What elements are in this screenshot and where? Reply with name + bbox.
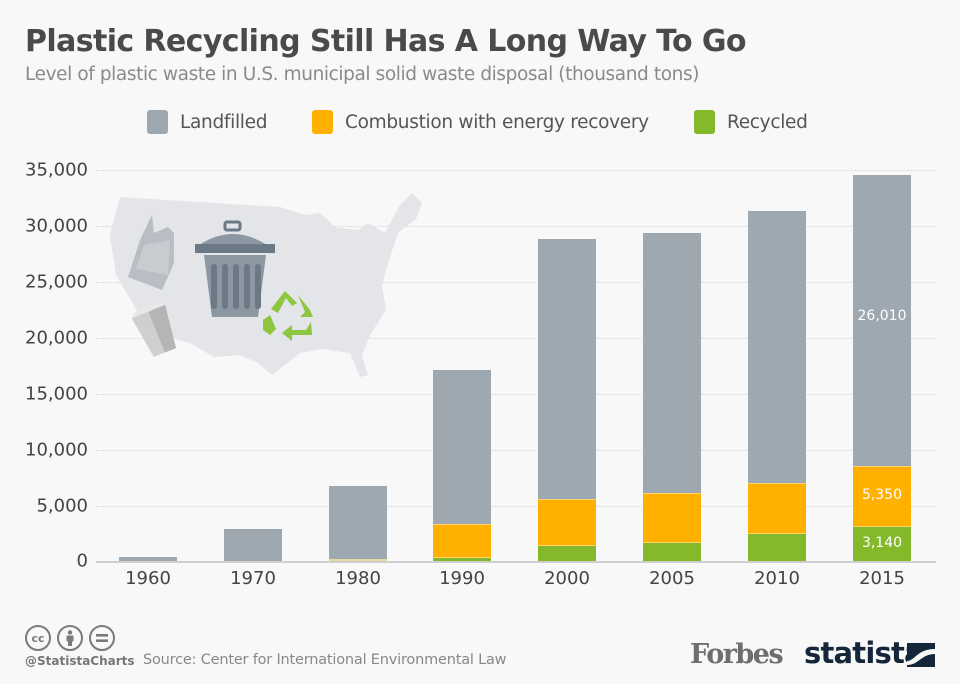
y-tick: 30,000 xyxy=(25,215,88,237)
gridline xyxy=(96,170,936,171)
segment-recycled xyxy=(433,557,491,561)
y-tick: 10,000 xyxy=(25,439,88,461)
segment-recycled xyxy=(538,545,596,561)
y-tick: 25,000 xyxy=(25,271,88,293)
x-tick: 1970 xyxy=(230,568,276,589)
y-tick: 20,000 xyxy=(25,327,88,349)
data-label-combustion-2015: 5,350 xyxy=(861,487,903,503)
data-label-landfilled-2015: 26,010 xyxy=(857,308,907,324)
y-tick: 0 xyxy=(76,550,88,572)
segment-combustion xyxy=(329,559,387,561)
attribution-icon xyxy=(57,625,83,651)
segment-recycled xyxy=(748,533,806,561)
gridline xyxy=(96,338,936,339)
legend-item-landfilled: Landfilled xyxy=(147,108,267,136)
statista-logo: statista xyxy=(804,636,924,670)
legend: Landfilled Combustion with energy recove… xyxy=(0,108,960,136)
gridline xyxy=(96,506,936,507)
x-tick: 2005 xyxy=(649,568,695,589)
plastic-bag-icon xyxy=(128,215,174,290)
segment-combustion xyxy=(433,524,491,557)
segment-recycled xyxy=(853,526,911,561)
gridline xyxy=(96,282,936,283)
segment-combustion xyxy=(538,499,596,545)
segment-combustion xyxy=(853,466,911,526)
legend-label: Combustion with energy recovery xyxy=(345,111,649,133)
plot-area: 35,000 30,000 25,000 20,000 15,000 10,00… xyxy=(25,159,936,589)
segment-landfilled xyxy=(224,529,282,561)
trash-can-icon xyxy=(195,220,275,317)
y-tick: 5,000 xyxy=(36,495,88,517)
x-tick: 1960 xyxy=(125,568,171,589)
license-icons: cc xyxy=(25,625,115,651)
segment-recycled xyxy=(643,542,701,561)
legend-swatch-recycled xyxy=(694,110,715,134)
legend-item-combustion: Combustion with energy recovery xyxy=(312,108,649,136)
legend-swatch-landfilled xyxy=(147,110,168,134)
source-note: Source: Center for International Environ… xyxy=(143,652,507,668)
segment-landfilled xyxy=(748,211,806,483)
segment-landfilled xyxy=(643,233,701,493)
segment-landfilled xyxy=(853,175,911,466)
legend-item-recycled: Recycled xyxy=(694,108,808,136)
gridline xyxy=(96,226,936,227)
legend-label: Recycled xyxy=(727,111,808,133)
creative-commons-icon: cc xyxy=(25,625,51,651)
chart-subtitle: Level of plastic waste in U.S. municipal… xyxy=(25,64,700,85)
x-tick: 2000 xyxy=(544,568,590,589)
x-tick: 1990 xyxy=(439,568,485,589)
recycle-icon xyxy=(263,291,313,341)
x-tick: 2010 xyxy=(754,568,800,589)
segment-landfilled xyxy=(329,486,387,559)
statista-handle: @StatistaCharts xyxy=(25,654,135,668)
chart-title: Plastic Recycling Still Has A Long Way T… xyxy=(25,24,747,59)
y-tick: 35,000 xyxy=(25,159,88,181)
us-map-icon xyxy=(110,193,422,377)
no-derivatives-icon xyxy=(89,625,115,651)
segment-combustion xyxy=(748,483,806,533)
segment-landfilled xyxy=(119,557,177,561)
y-tick: 15,000 xyxy=(25,383,88,405)
segment-combustion xyxy=(643,493,701,542)
legend-label: Landfilled xyxy=(180,111,268,133)
gridline xyxy=(96,450,936,451)
x-tick: 1980 xyxy=(335,568,381,589)
x-axis-line xyxy=(96,561,936,563)
segment-landfilled xyxy=(538,239,596,499)
x-tick: 2015 xyxy=(859,568,905,589)
statista-mark-icon xyxy=(907,643,935,667)
paper-cup-icon xyxy=(131,302,177,357)
us-map-illustration xyxy=(110,193,422,377)
data-label-recycled-2015: 3,140 xyxy=(861,535,903,551)
forbes-logo: Forbes xyxy=(690,639,784,670)
legend-swatch-combustion xyxy=(312,110,333,134)
segment-landfilled xyxy=(433,370,491,524)
gridline xyxy=(96,394,936,395)
